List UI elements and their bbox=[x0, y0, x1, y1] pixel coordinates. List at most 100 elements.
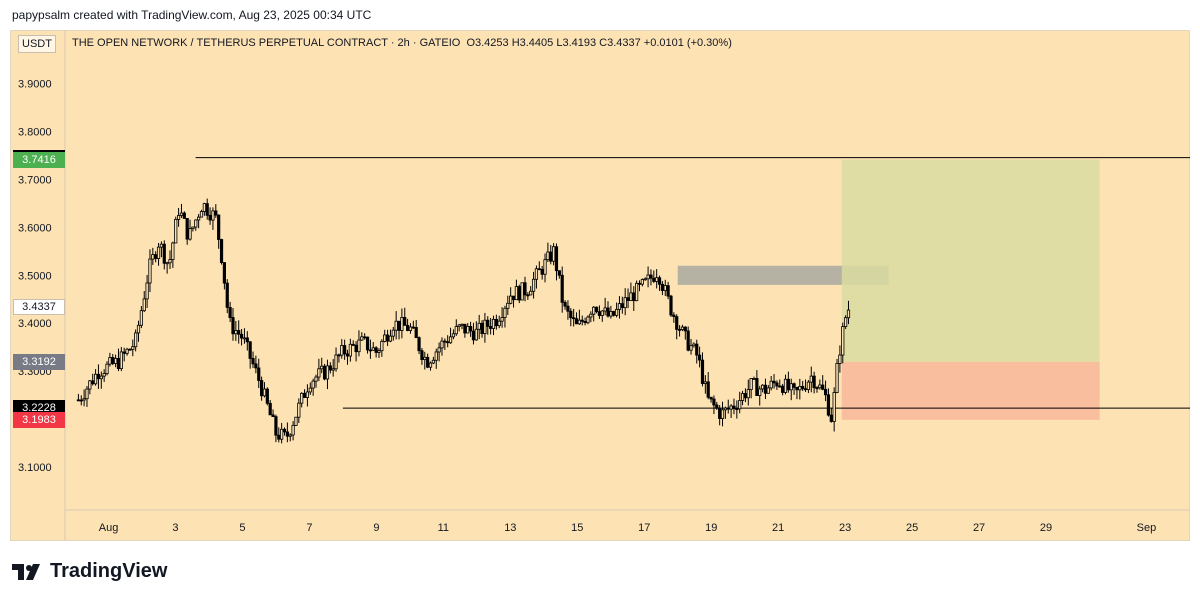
candle-body bbox=[835, 363, 839, 393]
candle-body bbox=[139, 310, 143, 326]
candle-body bbox=[758, 388, 762, 396]
candle-body bbox=[672, 314, 676, 318]
candle-body bbox=[357, 339, 361, 353]
candle-body bbox=[844, 317, 848, 328]
candle-body bbox=[154, 254, 158, 259]
candle-body bbox=[778, 385, 782, 388]
candle-body bbox=[219, 239, 224, 263]
chart-title: THE OPEN NETWORK / TETHERUS PERPETUAL CO… bbox=[72, 37, 732, 49]
x-tick-label: 3 bbox=[172, 522, 178, 534]
candle-body bbox=[99, 375, 103, 380]
candle-body bbox=[363, 336, 367, 339]
candle-body bbox=[783, 378, 788, 393]
x-tick-label: Aug bbox=[99, 522, 119, 534]
candle-body bbox=[268, 402, 272, 416]
candle-body bbox=[168, 259, 172, 264]
candle-body bbox=[846, 309, 851, 319]
candle-body bbox=[818, 384, 822, 389]
candle-body bbox=[222, 262, 226, 284]
candle-body bbox=[841, 326, 845, 356]
candle-body bbox=[617, 303, 622, 310]
candle-body bbox=[151, 254, 155, 260]
candle-body bbox=[463, 323, 467, 334]
y-tick-label: 3.4000 bbox=[18, 318, 52, 330]
tradingview-logo-icon bbox=[12, 563, 40, 580]
candle-body bbox=[262, 388, 267, 397]
candle-body bbox=[497, 320, 501, 327]
candle-body bbox=[514, 286, 518, 301]
candle-body bbox=[191, 226, 195, 229]
candle-body bbox=[815, 387, 819, 390]
candle-body bbox=[637, 282, 642, 285]
candle-body bbox=[732, 405, 736, 409]
price-chart[interactable]: 3.10003.30003.40003.50003.60003.70003.80… bbox=[10, 30, 1190, 541]
candle-body bbox=[686, 330, 690, 351]
candle-body bbox=[448, 336, 453, 344]
logo-text: TradingView bbox=[50, 560, 168, 582]
x-tick-label: 27 bbox=[973, 522, 985, 534]
candle-body bbox=[271, 414, 275, 418]
candle-body bbox=[803, 388, 808, 391]
candle-body bbox=[597, 311, 602, 316]
candle-body bbox=[474, 328, 478, 341]
x-tick-label: 19 bbox=[705, 522, 717, 534]
candle-body bbox=[583, 321, 587, 324]
candle-body bbox=[643, 278, 647, 281]
candle-body bbox=[314, 376, 318, 382]
candle-body bbox=[397, 320, 401, 331]
candle-body bbox=[136, 324, 141, 334]
candle-body bbox=[400, 317, 404, 331]
candle-body bbox=[159, 243, 164, 248]
y-tick-label: 3.5000 bbox=[18, 270, 52, 282]
candle-body bbox=[600, 310, 604, 316]
candle-body bbox=[162, 243, 166, 264]
candle-body bbox=[786, 378, 790, 391]
candle-body bbox=[623, 297, 627, 309]
y-tick-label: 3.8000 bbox=[18, 127, 52, 139]
candle-body bbox=[406, 324, 410, 331]
candle-body bbox=[569, 310, 573, 319]
candle-body bbox=[245, 337, 249, 343]
candle-body bbox=[574, 318, 579, 325]
candle-body bbox=[509, 295, 513, 304]
candle-body bbox=[594, 306, 599, 313]
candle-body bbox=[446, 341, 450, 344]
candle-body bbox=[666, 285, 670, 297]
y-tick-label: 3.7000 bbox=[18, 175, 52, 187]
candle-body bbox=[394, 320, 398, 331]
candle-body bbox=[494, 318, 498, 327]
candle-body bbox=[549, 251, 553, 262]
y-tick-label: 3.1000 bbox=[18, 462, 52, 474]
candle-body bbox=[411, 326, 415, 329]
candle-body bbox=[176, 215, 181, 220]
candle-body bbox=[683, 326, 687, 332]
candle-body bbox=[655, 277, 659, 282]
candle-body bbox=[237, 330, 241, 335]
candle-body bbox=[105, 363, 109, 375]
candle-body bbox=[371, 347, 375, 351]
candle-body bbox=[108, 357, 112, 365]
candle-body bbox=[205, 203, 209, 216]
tradingview-logo[interactable]: TradingView bbox=[12, 560, 167, 583]
candle-body bbox=[483, 319, 487, 335]
currency-label[interactable]: USDT bbox=[18, 35, 56, 53]
candle-body bbox=[125, 348, 129, 354]
candle-body bbox=[337, 354, 341, 357]
candle-body bbox=[626, 297, 630, 301]
candle-body bbox=[334, 354, 338, 370]
candle-body bbox=[119, 351, 123, 370]
candle-body bbox=[156, 246, 161, 259]
candle-body bbox=[709, 396, 713, 400]
price-tag: 3.7416 bbox=[13, 151, 65, 168]
candle-body bbox=[511, 295, 516, 301]
supply-zone bbox=[677, 265, 889, 285]
candle-body bbox=[577, 319, 581, 325]
candle-body bbox=[417, 337, 421, 352]
candle-body bbox=[383, 334, 387, 342]
candle-body bbox=[285, 431, 289, 437]
candle-body bbox=[391, 329, 395, 337]
candle-body bbox=[431, 359, 435, 364]
candle-body bbox=[96, 373, 101, 380]
candle-body bbox=[251, 358, 255, 365]
candle-body bbox=[274, 416, 278, 436]
